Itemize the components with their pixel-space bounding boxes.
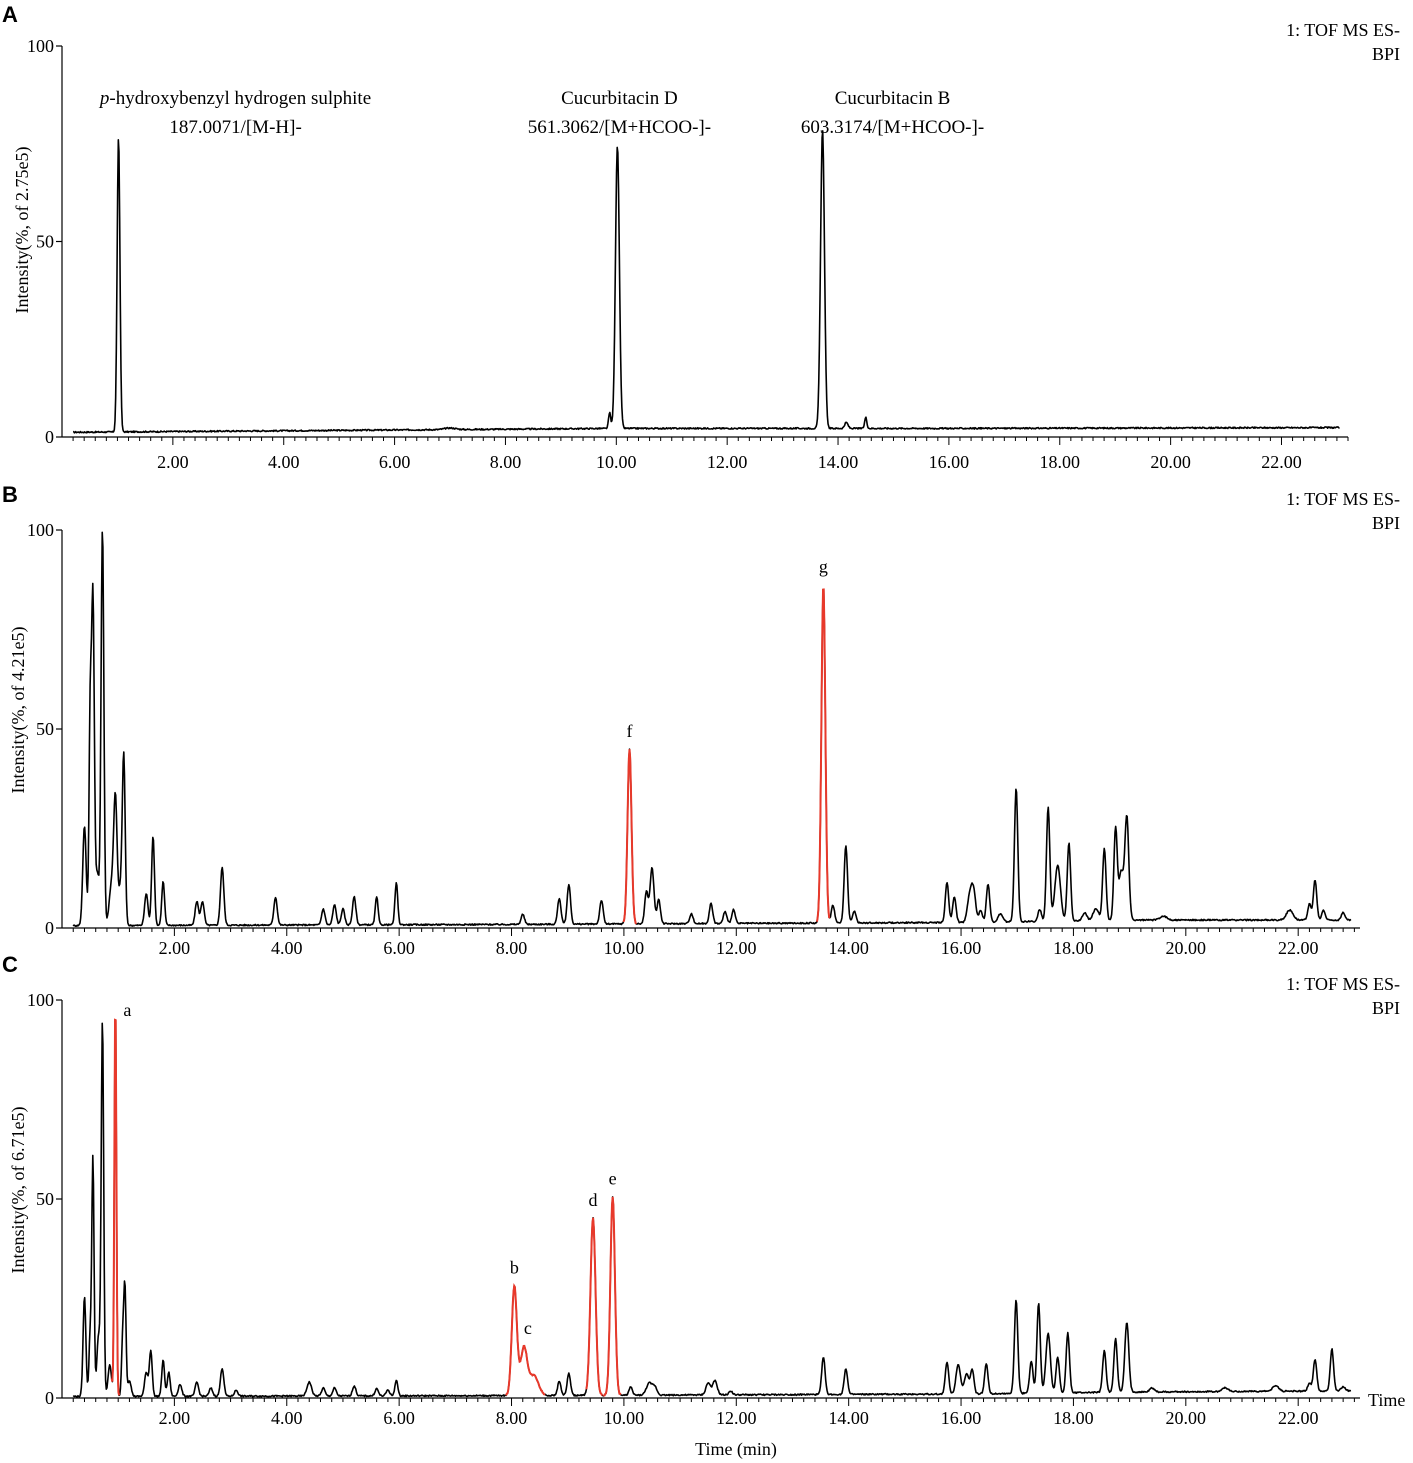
x-tick-label: 6.00 (379, 452, 411, 472)
panel-b-instrument-line1: 1: TOF MS ES- (1286, 489, 1400, 509)
panel-c-plot: 0 50 100 2.00 4.00 6.00 8.00 10.00 12.00 14.00 16.… (27, 990, 1360, 1428)
highlighted-peak-trace (505, 1282, 546, 1396)
panel-a-letter: A (2, 2, 18, 27)
y-tick-label: 0 (45, 427, 54, 447)
y-tick-label: 100 (27, 520, 54, 540)
panel-c-instrument-line1: 1: TOF MS ES- (1286, 974, 1400, 994)
x-tick-label: 8.00 (490, 452, 522, 472)
x-tick-label: 16.00 (941, 1408, 982, 1428)
y-tick-label: 50 (36, 719, 54, 739)
x-tick-label: 18.00 (1053, 938, 1094, 958)
x-tick-label: 6.00 (383, 1408, 415, 1428)
x-tick-label: 12.00 (707, 452, 748, 472)
highlighted-peak-trace (585, 1217, 604, 1397)
peak-label-f: f (627, 721, 633, 741)
x-tick-label: 2.00 (159, 1408, 191, 1428)
panel-c: C 1: TOF MS ES- BPI Intensity(%, of 6.71… (2, 952, 1405, 1460)
y-tick-label: 0 (45, 1388, 54, 1408)
panel-b-letter: B (2, 482, 18, 507)
x-tick-label: 14.00 (828, 1408, 869, 1428)
x-tick-label: 8.00 (496, 1408, 528, 1428)
x-axis-title: Time (min) (695, 1439, 777, 1460)
x-tick-label: 10.00 (596, 452, 637, 472)
y-tick-label: 50 (36, 232, 54, 252)
x-tick-label: 20.00 (1150, 452, 1191, 472)
peak-label-a: a (123, 1000, 131, 1020)
highlighted-peak-trace (622, 749, 638, 925)
highlighted-peak-trace (815, 588, 831, 922)
peak-annotation-line: Cucurbitacin B (835, 88, 951, 109)
peak-label-g: g (819, 557, 828, 577)
peak-annotation-line: Cucurbitacin D (561, 88, 678, 109)
panel-b-plot: 0 50 100 2.00 4.00 6.00 8.00 10.00 12.00 14.00 16.… (27, 520, 1360, 958)
highlighted-peak-trace (110, 1018, 121, 1396)
panel-b-instrument-line2: BPI (1372, 513, 1400, 533)
x-tick-label: 2.00 (157, 452, 189, 472)
y-tick-label: 0 (45, 918, 54, 938)
x-tick-label: 12.00 (716, 938, 757, 958)
panel-a-y-axis-label: Intensity(%, of 2.75e5) (12, 147, 33, 314)
y-tick-label: 100 (27, 990, 54, 1010)
x-tick-label: 20.00 (1166, 938, 1207, 958)
highlighted-peak-trace (602, 1196, 622, 1397)
peak-label-d: d (589, 1190, 598, 1210)
x-tick-label: 4.00 (268, 452, 300, 472)
panel-b: B 1: TOF MS ES- BPI Intensity(%, of 4.21… (2, 482, 1400, 958)
x-tick-label: 22.00 (1261, 452, 1302, 472)
panel-c-y-axis-label: Intensity(%, of 6.71e5) (8, 1107, 29, 1274)
x-tick-label: 22.00 (1278, 1408, 1319, 1428)
peak-annotation-line: 561.3062/[M+HCOO-]- (528, 117, 711, 138)
x-tick-label: 16.00 (929, 452, 970, 472)
x-tick-label: 22.00 (1278, 938, 1319, 958)
x-tick-label: 10.00 (604, 1408, 645, 1428)
x-tick-label: 14.00 (828, 938, 869, 958)
x-tick-label: 14.00 (818, 452, 859, 472)
peak-annotation-line: 603.3174/[M+HCOO-]- (801, 117, 984, 138)
chromatogram-trace (72, 1019, 1352, 1398)
panel-c-letter: C (2, 952, 18, 977)
x-tick-label: 12.00 (716, 1408, 757, 1428)
peak-label-c: c (524, 1318, 532, 1338)
x-tick-label: 10.00 (604, 938, 645, 958)
panel-a-instrument-line2: BPI (1372, 44, 1400, 64)
x-tick-label: 18.00 (1053, 1408, 1094, 1428)
y-tick-label: 50 (36, 1189, 54, 1209)
x-tick-label: 8.00 (496, 938, 528, 958)
x-tick-label: 20.00 (1166, 1408, 1207, 1428)
peak-label-b: b (510, 1257, 519, 1277)
x-tick-label: 6.00 (383, 938, 415, 958)
panel-a-instrument-line1: 1: TOF MS ES- (1286, 20, 1400, 40)
peak-label-e: e (609, 1168, 617, 1188)
panel-a: A 1: TOF MS ES- BPI Intensity(%, of 2.75… (2, 2, 1400, 472)
x-tick-label: 18.00 (1040, 452, 1081, 472)
x-tick-label: 16.00 (941, 938, 982, 958)
x-axis-suffix-label: Time (1368, 1390, 1405, 1410)
x-tick-label: 4.00 (271, 1408, 303, 1428)
peak-annotation-line: p-hydroxybenzyl hydrogen sulphite (98, 88, 371, 109)
y-tick-label: 100 (27, 36, 54, 56)
panel-c-instrument-line2: BPI (1372, 998, 1400, 1018)
panel-a-plot: 0 50 100 2.00 4.00 6.00 8.00 10.00 12.00 14.00 16.… (27, 36, 1349, 472)
peak-annotation-line: 187.0071/[M-H]- (169, 117, 301, 138)
panel-b-y-axis-label: Intensity(%, of 4.21e5) (8, 627, 29, 794)
chromatogram-trace (72, 531, 1352, 927)
x-tick-label: 2.00 (159, 938, 191, 958)
chromatogram-trace (72, 130, 1340, 434)
x-tick-label: 4.00 (271, 938, 303, 958)
